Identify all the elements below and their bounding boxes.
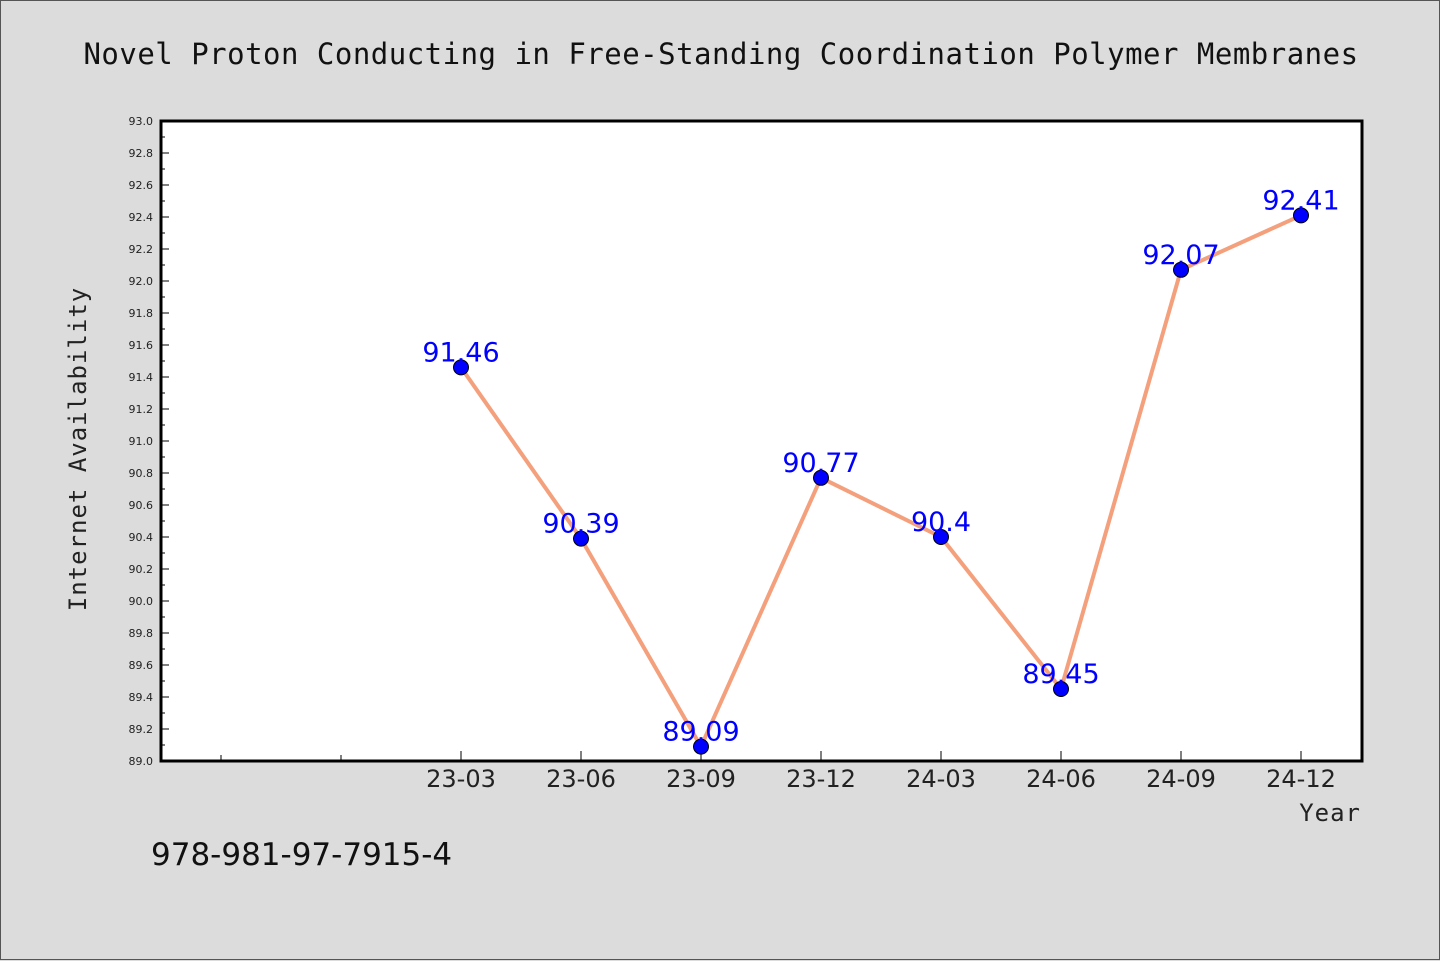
y-tick-label: 91.6 <box>129 339 154 352</box>
y-tick-label: 89.0 <box>129 755 154 768</box>
y-tick-label: 90.6 <box>129 499 154 512</box>
y-tick-label: 90.8 <box>129 467 154 480</box>
y-axis-label: Internet Availability <box>64 287 92 611</box>
y-tick-label: 92.8 <box>129 147 154 160</box>
y-tick-label: 91.8 <box>129 307 154 320</box>
isbn-text: 978-981-97-7915-4 <box>151 837 452 873</box>
x-tick-label: 23-12 <box>786 765 856 793</box>
y-tick-label: 89.8 <box>129 627 154 640</box>
y-tick-label: 92.0 <box>129 275 154 288</box>
data-point <box>453 359 469 376</box>
y-tick-label: 90.0 <box>129 595 154 608</box>
series-line: 91.46 90.39 89.09 90.77 90.4 89.45 92.07 92.41 <box>422 185 1340 755</box>
y-tick-label: 89.6 <box>129 659 154 672</box>
x-tick-label: 23-09 <box>666 765 736 793</box>
x-tick-label: 24-09 <box>1146 765 1216 793</box>
y-tick-label: 90.4 <box>129 531 154 544</box>
y-tick-label: 92.4 <box>129 211 154 224</box>
plot-area <box>159 119 1364 763</box>
chart-title: Novel Proton Conducting in Free-Standing… <box>83 37 1358 71</box>
y-tick-label: 89.4 <box>129 691 154 704</box>
data-point <box>1173 261 1189 278</box>
data-point <box>573 530 589 547</box>
y-tick-label: 90.2 <box>129 563 154 576</box>
y-tick-label: 92.6 <box>129 179 154 192</box>
data-point <box>1053 681 1069 697</box>
data-label: 90.77 <box>782 448 859 479</box>
series-polyline <box>459 213 1302 749</box>
x-tick-label: 24-03 <box>906 765 976 793</box>
data-label: 92.07 <box>1142 240 1219 271</box>
y-tick-label: 91.4 <box>129 371 154 384</box>
x-tick-label: 23-06 <box>546 765 616 793</box>
data-point <box>933 529 949 545</box>
x-tick-label: 23-03 <box>426 765 496 793</box>
x-axis-label: Year <box>1299 799 1361 827</box>
x-tick-label: 24-06 <box>1026 765 1096 793</box>
data-label: 92.41 <box>1262 185 1339 216</box>
data-point <box>813 469 829 486</box>
x-tick-label: 24-12 <box>1266 765 1336 793</box>
y-tick-label: 93.0 <box>129 115 154 128</box>
y-tick-label: 91.2 <box>129 403 154 416</box>
data-label: 91.46 <box>422 337 499 368</box>
data-point <box>693 738 709 755</box>
y-tick-label: 91.0 <box>129 435 154 448</box>
x-axis: 23-03 23-06 23-09 23-12 24-03 24-06 24-09 24-12 <box>220 751 1336 793</box>
data-label: 90.39 <box>542 509 619 540</box>
y-axis: 89.0 89.2 89.4 89.6 89.8 90.0 90.2 90.4 90.6 90.8… <box>129 115 169 768</box>
data-point <box>1293 207 1309 224</box>
data-label: 90.4 <box>911 507 971 538</box>
y-tick-label: 92.2 <box>129 243 154 256</box>
y-tick-label: 89.2 <box>129 723 154 736</box>
data-label: 89.45 <box>1022 659 1099 690</box>
data-label: 89.09 <box>662 717 739 748</box>
